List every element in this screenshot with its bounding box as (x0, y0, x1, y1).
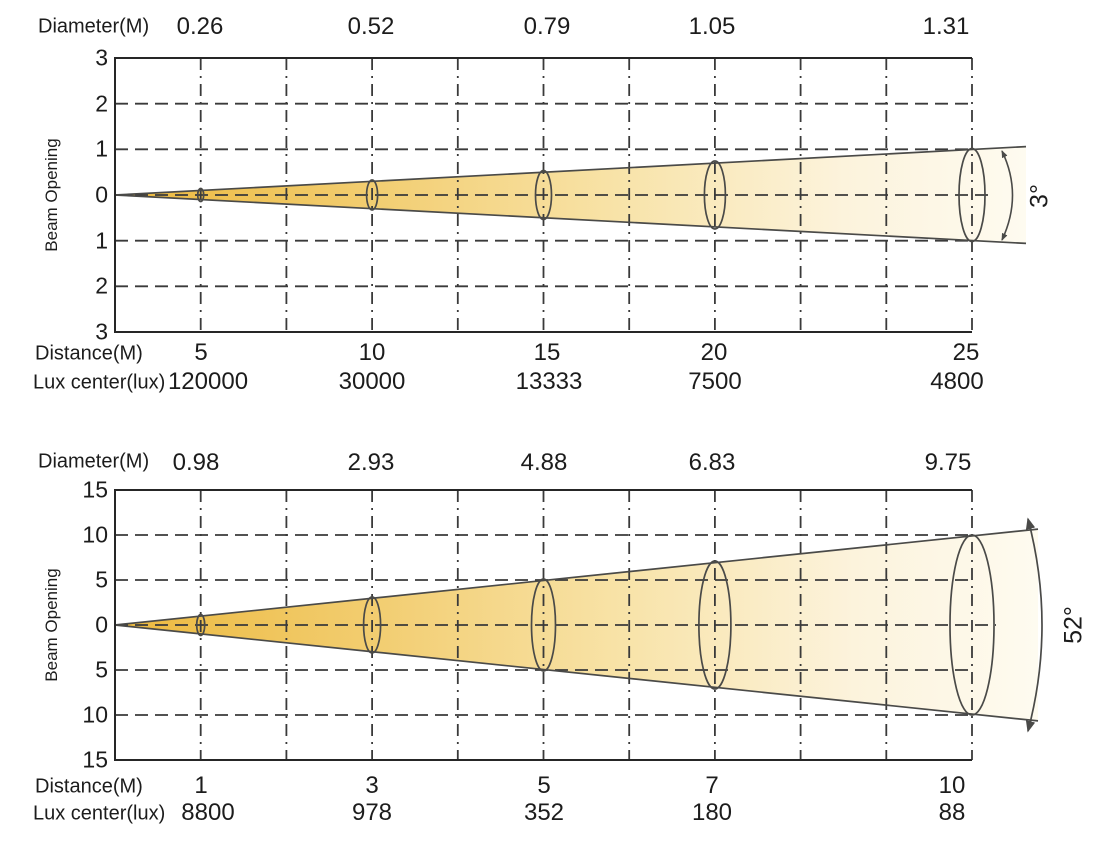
diameter-row-label: Diameter(M) (38, 15, 150, 38)
y-axis-tick: 5 (95, 566, 108, 593)
lux-value: 7500 (688, 368, 742, 395)
y-axis-tick: 2 (95, 272, 108, 299)
diameter-row-label: Diameter(M) (38, 450, 150, 473)
y-axis-tick: 1 (95, 135, 108, 162)
y-axis-tick: 5 (95, 656, 108, 683)
y-axis-tick: 10 (82, 521, 108, 548)
plot-border (114, 489, 972, 761)
distance-value: 3 (365, 772, 379, 799)
y-axis-tick: 2 (95, 90, 108, 117)
diameter-value: 1.05 (688, 13, 736, 40)
distance-value: 10 (938, 772, 966, 799)
diameter-value: 0.26 (176, 13, 224, 40)
lux-row-label: Lux center(lux) (33, 371, 166, 394)
beam-chart-3deg (114, 57, 1027, 333)
distance-value: 10 (358, 339, 386, 366)
distance-value: 25 (952, 339, 980, 366)
diameter-value: 1.31 (922, 13, 970, 40)
lux-value: 120000 (167, 368, 249, 395)
beam-angle-label: 3° (1025, 184, 1054, 208)
diameter-value: 0.79 (523, 13, 571, 40)
diameter-value: 4.88 (520, 449, 568, 476)
distance-value: 5 (194, 339, 208, 366)
diameter-value: 9.75 (924, 449, 972, 476)
distance-value: 5 (537, 772, 551, 799)
horizontal-grid-lines (115, 102, 990, 288)
beam-ellipse (958, 147, 986, 243)
distance-value: 15 (533, 339, 561, 366)
y-axis-tick: 3 (95, 44, 108, 71)
beam-opening-axis-label: Beam Opening (42, 568, 61, 682)
lux-value: 88 (938, 799, 966, 826)
beam-ellipse (534, 169, 553, 221)
diameter-value: 6.83 (688, 449, 736, 476)
distance-value: 1 (194, 772, 208, 799)
beam-angle-label: 52° (1059, 606, 1088, 644)
y-axis-tick: 1 (95, 227, 108, 254)
beam-cross-sections (195, 534, 995, 716)
diameter-value: 0.98 (172, 449, 220, 476)
distance-row-label: Distance(M) (35, 342, 143, 365)
beam-cone-fill (115, 146, 1026, 244)
beam-ellipse (365, 179, 379, 211)
beam-ellipse (698, 560, 732, 690)
beam-opening-axis-label: Beam Opening (42, 138, 61, 252)
distance-row-label: Distance(M) (35, 775, 143, 798)
grid-lines (115, 58, 990, 332)
beam-cone-outline (114, 145, 1027, 245)
lux-value: 978 (351, 799, 393, 826)
distance-value: 7 (705, 772, 719, 799)
diameter-value: 2.93 (347, 449, 395, 476)
y-axis-tick: 3 (95, 318, 108, 345)
plot-border (114, 57, 972, 333)
beam-ellipse (530, 578, 557, 672)
beam-ellipse (703, 160, 727, 230)
lux-value: 8800 (181, 799, 235, 826)
y-axis-tick: 0 (95, 611, 108, 638)
beam-angle-arrow (1025, 517, 1043, 733)
lux-row-label: Lux center(lux) (33, 802, 166, 825)
y-axis-tick: 0 (95, 181, 108, 208)
y-axis-tick: 15 (82, 746, 108, 773)
beam-angle-arrow (1001, 150, 1014, 241)
beam-ellipse (196, 187, 205, 203)
y-axis-tick: 10 (82, 701, 108, 728)
lux-value: 4800 (930, 368, 984, 395)
lux-value: 13333 (515, 368, 583, 395)
distance-value: 20 (700, 339, 728, 366)
lux-value: 180 (691, 799, 733, 826)
diameter-value: 0.52 (347, 13, 395, 40)
beam-chart-52deg (114, 489, 1043, 761)
beam-cone-outline (114, 528, 1039, 722)
beam-ellipse (362, 596, 382, 654)
beam-ellipse (195, 613, 206, 637)
beam-cross-sections (196, 147, 986, 243)
lux-value: 352 (523, 799, 565, 826)
beam-ellipse (949, 534, 995, 716)
y-axis-tick: 15 (82, 476, 108, 503)
lux-value: 30000 (338, 368, 406, 395)
